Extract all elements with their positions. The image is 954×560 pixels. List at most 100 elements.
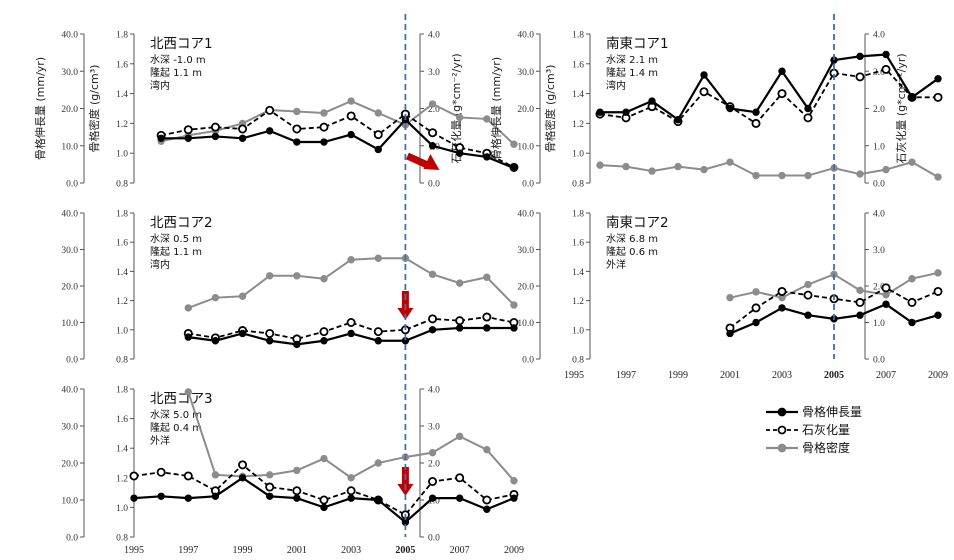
se2-outer-axis-tick-label: 0.0 [522, 356, 534, 366]
nw1-calcification-point [238, 124, 248, 134]
se2-calcification-point [855, 297, 865, 307]
nw2-inner-axis-tick-label: 1.0 [116, 326, 128, 336]
se1-calcification-point [699, 87, 709, 97]
se1-outer-axis-tick-label: 30.0 [517, 68, 534, 78]
se1-calcification-point [751, 118, 761, 128]
nw3-inner-axis-tick-label: 1.4 [116, 445, 128, 455]
nw2-elongation-point [320, 337, 328, 345]
nw1-density-point [347, 97, 355, 105]
se2-elongation-point [804, 311, 812, 319]
se2-inner-axis-tick-label: 1.6 [572, 239, 584, 249]
nw1-density-point [293, 107, 301, 116]
nw1-outer-axis-tick-label: 10.0 [61, 142, 78, 152]
se1-right-axis-tick-label: 3.0 [873, 68, 885, 78]
se1-right-axis-tick-label: 4.0 [873, 31, 885, 41]
se1-elongation-point [622, 108, 630, 116]
nw1-density-point [320, 109, 328, 117]
nw3-info-line: 水深 5.0 m [150, 409, 202, 421]
nw1-density-point [510, 140, 518, 148]
nw1-calcification-point [265, 105, 275, 115]
nw2-outer-axis-tick-label: 40.0 [61, 210, 78, 220]
nw1-outer-axis-tick-label: 0.0 [66, 180, 78, 190]
se1-right-axis-tick-label: 2.0 [873, 105, 885, 115]
se2-elongation-point [934, 311, 942, 319]
nw1-calcification-point [292, 124, 302, 134]
se1-inner-axis-tick-label: 1.2 [572, 120, 584, 130]
se2-outer-axis-tick-label: 20.0 [517, 283, 534, 293]
nw2-calcification-point [319, 327, 329, 337]
nw1-elongation-point [455, 149, 464, 157]
right-x-tick-label: 2005 [824, 370, 844, 381]
legend-marker [777, 425, 787, 435]
nw2-calcification-point [428, 314, 438, 324]
left-x-tick-label: 1999 [233, 545, 253, 556]
se2-calcification-point [777, 286, 787, 296]
se1-inner-axis-tick-label: 1.0 [572, 150, 584, 160]
nw2-density-point [184, 304, 192, 312]
nw2-inner-axis-tick-label: 1.2 [116, 297, 128, 307]
right-x-tick-label: 1997 [616, 370, 636, 381]
nw3-inner-axis-tick-label: 0.8 [116, 534, 128, 544]
se1-inner-axis-tick-label: 1.6 [572, 60, 584, 70]
se1-calcification-point [777, 89, 787, 99]
nw3-density-point [211, 471, 220, 479]
se2-right-axis-tick-label: 3.0 [873, 246, 885, 256]
nw3-outer-axis-tick-label: 10.0 [61, 497, 78, 507]
se1-calcification-point [803, 113, 813, 123]
nw3-density-point [184, 388, 192, 396]
nw1-density-line [160, 99, 515, 145]
se1-elongation-point [596, 108, 604, 116]
nw3-elongation-point [510, 494, 518, 502]
nw1-elongation-point [347, 130, 355, 139]
se1-calcification-point [855, 72, 865, 82]
nw1-density-point [455, 113, 464, 122]
nw2-elongation-point [374, 337, 382, 345]
nw2-density-point [266, 272, 274, 280]
nw1-outer-axis-tick-label: 30.0 [61, 68, 78, 78]
nw2-density-point [238, 292, 247, 300]
se2-elongation-point [856, 311, 864, 319]
left-x-tick-label: 2005 [395, 545, 415, 556]
nw2-inner-axis-tick-label: 1.8 [116, 210, 128, 220]
se2-elongation-point [882, 300, 890, 308]
se1-density-point [908, 158, 916, 166]
nw1-info-line: 水深 -1.0 m [150, 54, 206, 66]
nw2-elongation-point [483, 324, 491, 332]
se1-inner-axis-tick-label: 1.8 [572, 31, 584, 41]
se2-calcification-point [933, 286, 943, 296]
se1-elongation-point [908, 93, 916, 102]
se1-density-point [934, 173, 942, 181]
se1-outer-axis-tick-label: 0.0 [522, 180, 534, 190]
right-x-tick-label: 1995 [564, 370, 584, 381]
se2-info-line: 水深 6.8 m [606, 233, 658, 245]
se2-outer-axis-tick-label: 40.0 [517, 210, 534, 220]
nw1-elongation-point [320, 138, 328, 146]
nw2-density-point [374, 254, 382, 262]
nw1-info-line: 隆起 1.1 m [150, 66, 202, 79]
nw3-density-point [483, 445, 491, 454]
se1-density-point [648, 167, 656, 175]
nw1-arrow-head [423, 154, 440, 170]
nw2-inner-axis-tick-label: 1.4 [116, 268, 128, 278]
nw1-elongation-point [238, 134, 247, 143]
se1-elongation-point [882, 50, 890, 59]
nw3-calcification-point [428, 476, 438, 486]
se2-density-point [908, 275, 916, 283]
nw1-calcification-point [183, 125, 193, 135]
se2-elongation-point [726, 329, 734, 338]
nw3-outer-axis-tick-label: 0.0 [66, 534, 78, 544]
nw2-calcification-point [455, 316, 465, 326]
nw3-info-line: 隆起 0.4 m [150, 421, 202, 434]
nw1-outer-axis-tick-label: 20.0 [61, 105, 78, 115]
se1-density-point [804, 171, 812, 180]
se2-inner-axis-tick-label: 1.0 [572, 326, 584, 336]
se2-right-axis-tick-label: 0.0 [873, 356, 885, 366]
nw2-density-point [483, 273, 491, 281]
nw1-elongation-point [374, 145, 382, 154]
se2-right-axis-tick-label: 1.0 [873, 319, 885, 329]
nw2-density-point [211, 293, 220, 302]
nw2-density-point [347, 256, 355, 264]
legend-marker [777, 407, 787, 417]
nw2-calcification-point [373, 327, 383, 337]
